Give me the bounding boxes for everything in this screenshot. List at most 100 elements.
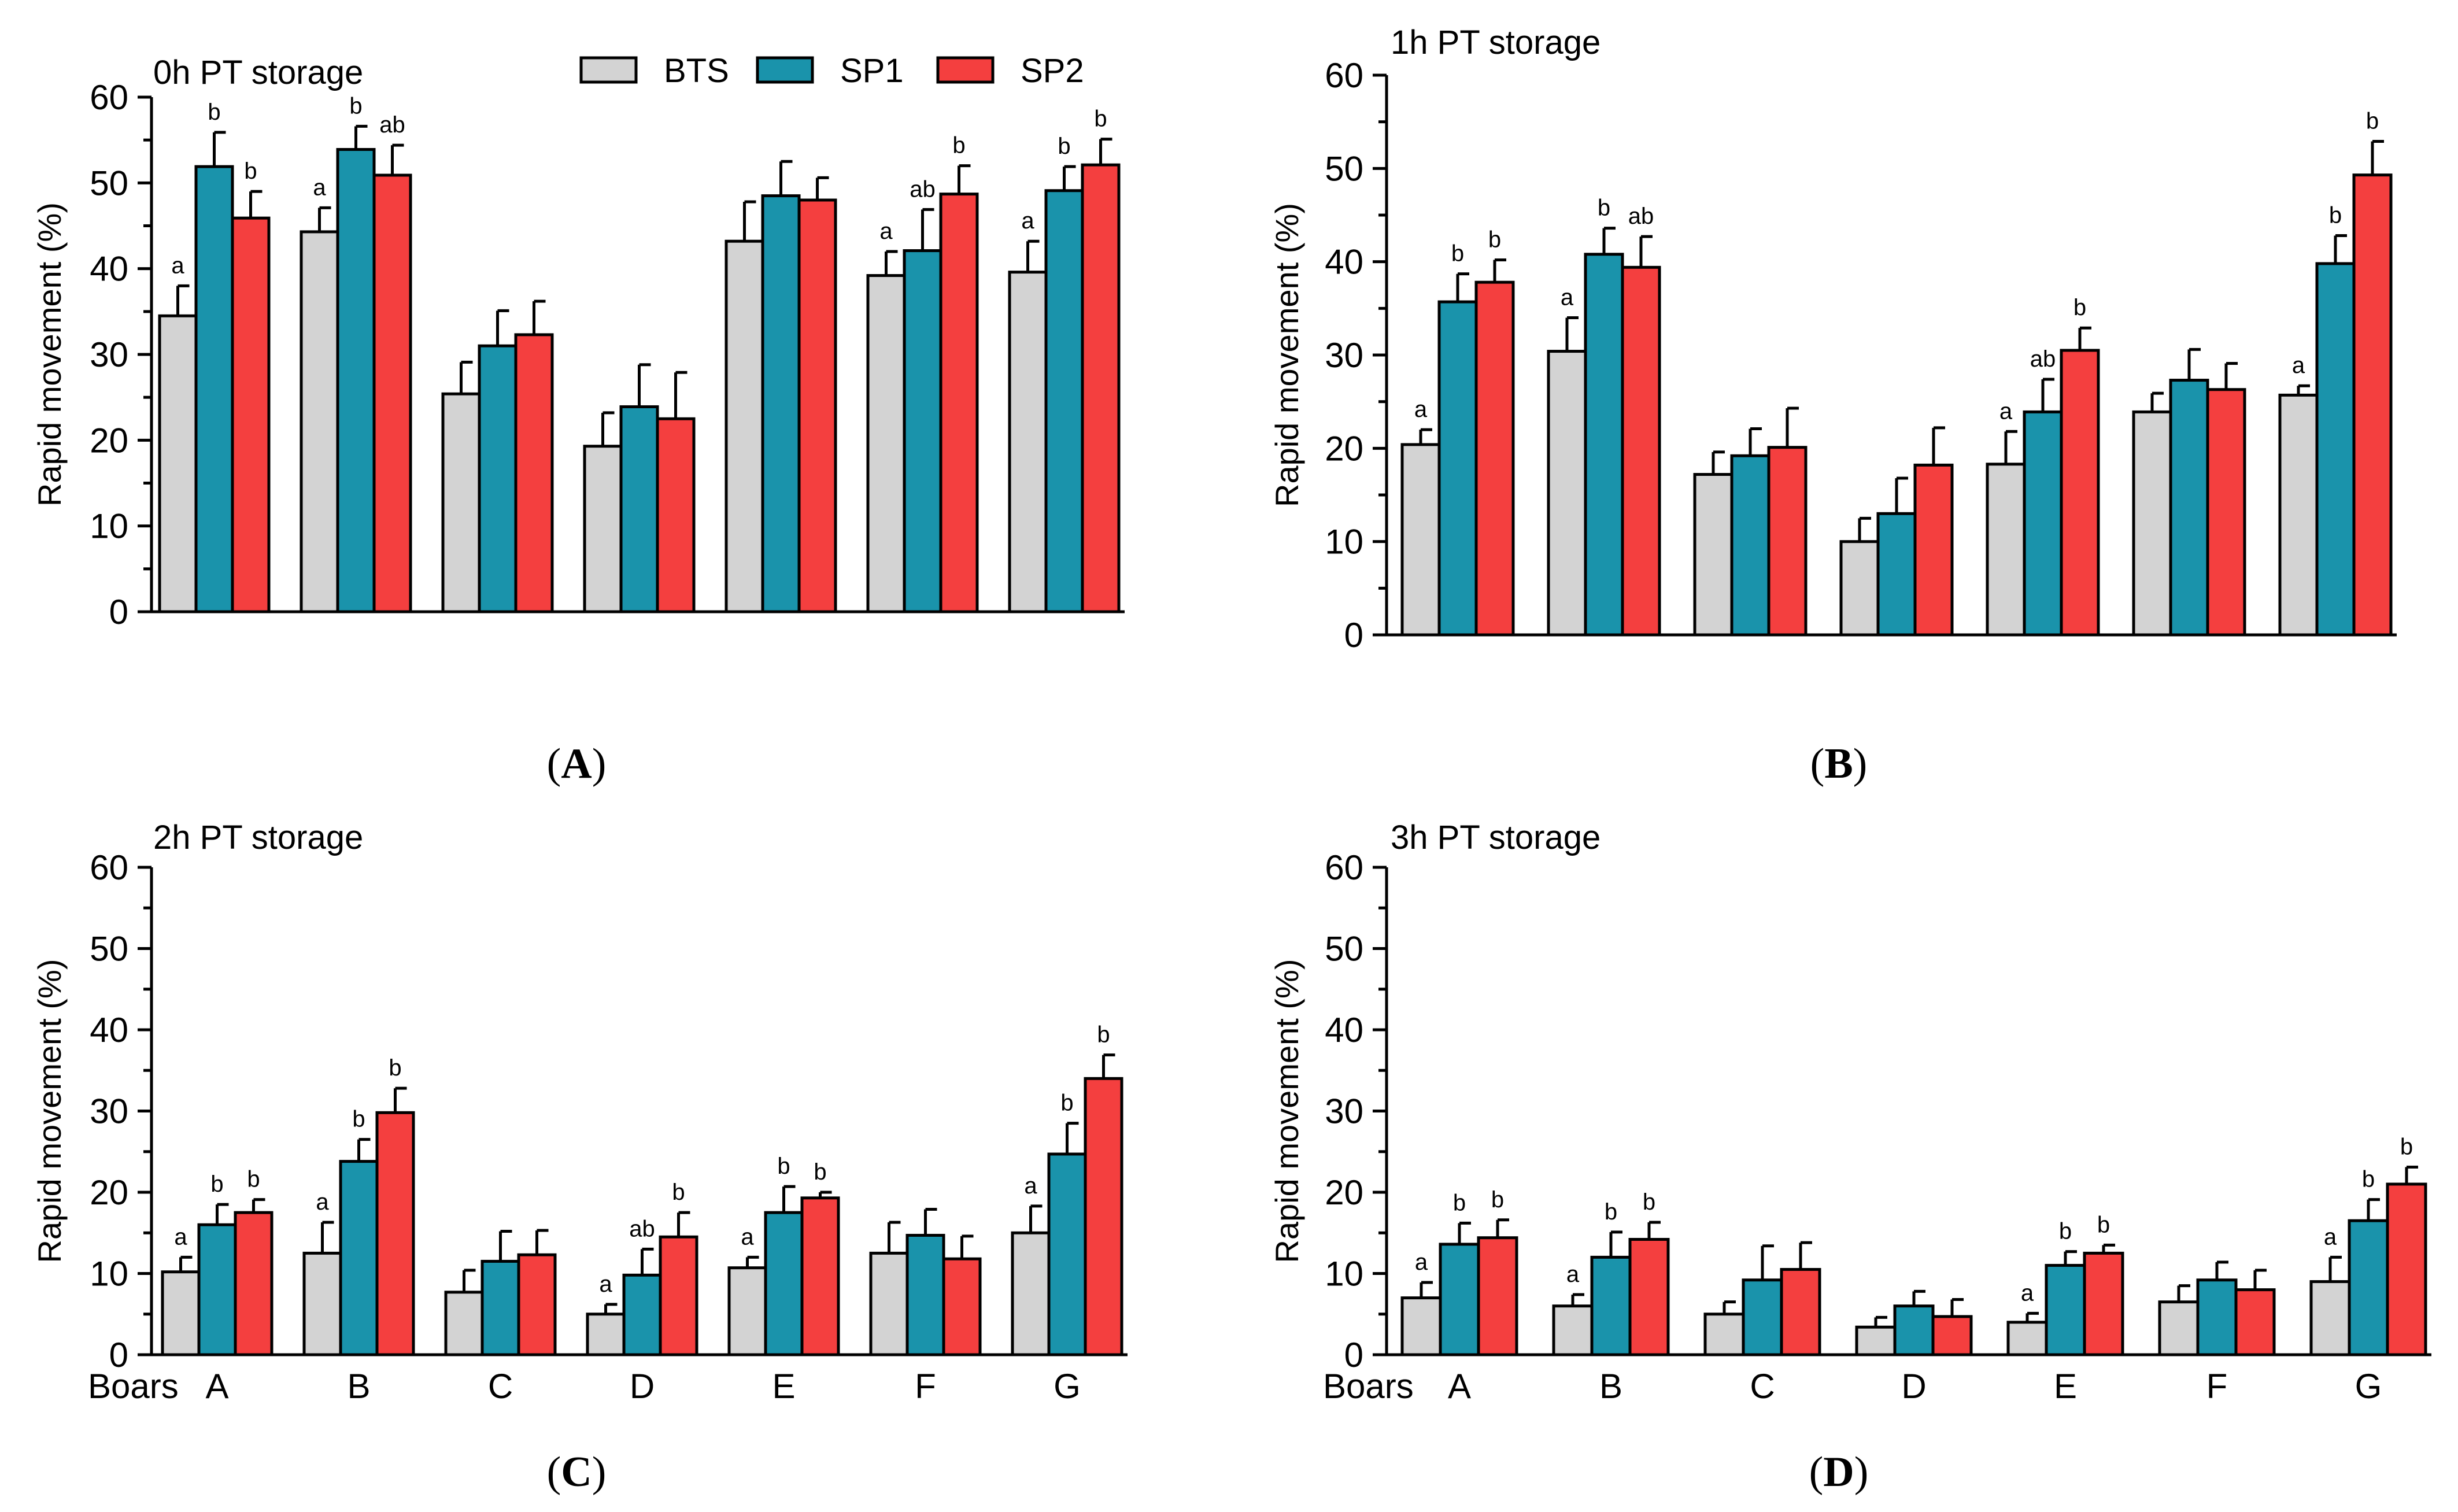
bar bbox=[2315, 262, 2356, 637]
bar bbox=[158, 314, 198, 613]
y-tick-label: 10 bbox=[90, 1255, 128, 1293]
bar bbox=[372, 173, 412, 613]
bar bbox=[1931, 1315, 1973, 1356]
y-axis-label: Rapid movement (%) bbox=[1269, 203, 1305, 507]
bar bbox=[2196, 1278, 2238, 1356]
panel-letter-close: ) bbox=[592, 740, 607, 788]
panel-title: 3h PT storage bbox=[1391, 819, 1601, 856]
bar bbox=[2278, 393, 2319, 637]
bar bbox=[800, 1196, 840, 1356]
bar bbox=[2234, 1288, 2276, 1356]
significance-label: b bbox=[210, 1171, 223, 1197]
bar bbox=[659, 1235, 698, 1356]
y-tick-label: 30 bbox=[90, 1092, 128, 1131]
bar bbox=[1742, 1278, 1783, 1356]
x-tick-label: G bbox=[1054, 1367, 1081, 1406]
y-tick-label: 0 bbox=[1344, 616, 1363, 655]
y-tick-label: 30 bbox=[1325, 336, 1363, 375]
y-axis-label: Rapid movement (%) bbox=[31, 959, 68, 1263]
panel-letter-close: ) bbox=[1854, 1448, 1869, 1496]
x-tick-label: F bbox=[915, 1367, 936, 1406]
significance-label: a bbox=[1999, 398, 2013, 424]
bar bbox=[1767, 446, 1808, 637]
x-axis-label: Boars bbox=[88, 1367, 179, 1406]
x-tick-label: F bbox=[2206, 1367, 2228, 1406]
bar bbox=[1008, 271, 1048, 613]
significance-label: b bbox=[2400, 1134, 2413, 1159]
panel-letter-value: B bbox=[1824, 740, 1853, 788]
bar bbox=[1437, 300, 1478, 637]
bar bbox=[444, 1291, 484, 1356]
significance-label: ab bbox=[629, 1216, 655, 1241]
bar bbox=[1400, 1296, 1442, 1356]
significance-label: ab bbox=[1628, 204, 1654, 229]
panel-title: 2h PT storage bbox=[153, 819, 363, 856]
bar bbox=[1855, 1325, 1897, 1356]
y-tick-label: 0 bbox=[1344, 1336, 1363, 1374]
y-axis-label: Rapid movement (%) bbox=[31, 202, 68, 507]
significance-label: b bbox=[2097, 1212, 2110, 1237]
bar bbox=[517, 1253, 557, 1356]
y-tick-label: 60 bbox=[1325, 56, 1363, 95]
bar bbox=[441, 392, 481, 613]
significance-label: a bbox=[1566, 1262, 1580, 1287]
bar bbox=[161, 1270, 201, 1356]
bar bbox=[1081, 163, 1121, 613]
y-tick-label: 60 bbox=[90, 848, 128, 887]
panel-letter-value: D bbox=[1823, 1448, 1854, 1496]
bar bbox=[1780, 1267, 1821, 1356]
legend: BTS SP1 SP2 bbox=[579, 52, 1084, 90]
x-tick-label: C bbox=[488, 1367, 513, 1406]
x-axis-label: Boars bbox=[1323, 1367, 1414, 1406]
significance-label: b bbox=[1488, 227, 1501, 252]
y-tick-label: 10 bbox=[90, 507, 128, 546]
bar bbox=[2023, 410, 2063, 637]
significance-label: b bbox=[2362, 1167, 2375, 1192]
significance-label: a bbox=[2021, 1280, 2034, 1306]
x-tick-label: A bbox=[1448, 1367, 1471, 1406]
significance-label: ab bbox=[910, 176, 936, 202]
panel-letter: (A) bbox=[547, 740, 607, 788]
y-tick-label: 0 bbox=[109, 593, 128, 631]
legend-label-sp2: SP2 bbox=[1021, 52, 1084, 90]
bar bbox=[2045, 1263, 2086, 1356]
bar bbox=[1047, 1152, 1087, 1356]
significance-label: b bbox=[2366, 109, 2379, 134]
bar bbox=[2006, 1321, 2048, 1356]
significance-label: a bbox=[1561, 284, 1574, 310]
significance-label: b bbox=[672, 1180, 685, 1205]
significance-label: b bbox=[1060, 1090, 1073, 1116]
panel-letter-close: ) bbox=[592, 1448, 607, 1496]
panel-letter: (B) bbox=[1810, 740, 1868, 788]
significance-label: ab bbox=[379, 112, 405, 138]
y-tick-label: 60 bbox=[90, 78, 128, 117]
bar bbox=[375, 1111, 415, 1356]
bar bbox=[1730, 454, 1771, 637]
significance-label: b bbox=[208, 99, 220, 125]
bar bbox=[514, 333, 554, 613]
bar bbox=[2158, 1300, 2200, 1356]
significance-label: a bbox=[2324, 1224, 2337, 1249]
significance-label: a bbox=[171, 253, 184, 278]
significance-label: b bbox=[349, 93, 362, 119]
bar bbox=[1621, 265, 1661, 637]
y-tick-label: 40 bbox=[1325, 243, 1363, 282]
y-tick-label: 50 bbox=[90, 164, 128, 202]
bar bbox=[1628, 1237, 1670, 1356]
bar bbox=[2386, 1182, 2427, 1356]
significance-label: b bbox=[2329, 202, 2342, 228]
panel-letter: (C) bbox=[547, 1448, 607, 1496]
bar bbox=[942, 1257, 982, 1356]
bar bbox=[336, 147, 376, 613]
y-tick-label: 20 bbox=[1325, 1173, 1363, 1212]
bar bbox=[234, 1211, 273, 1356]
legend-swatch-bts bbox=[579, 56, 638, 84]
x-tick-label: C bbox=[1750, 1367, 1775, 1406]
y-tick-label: 40 bbox=[1325, 1011, 1363, 1049]
bar bbox=[797, 198, 837, 613]
bar bbox=[2169, 379, 2209, 637]
bar bbox=[478, 344, 518, 613]
